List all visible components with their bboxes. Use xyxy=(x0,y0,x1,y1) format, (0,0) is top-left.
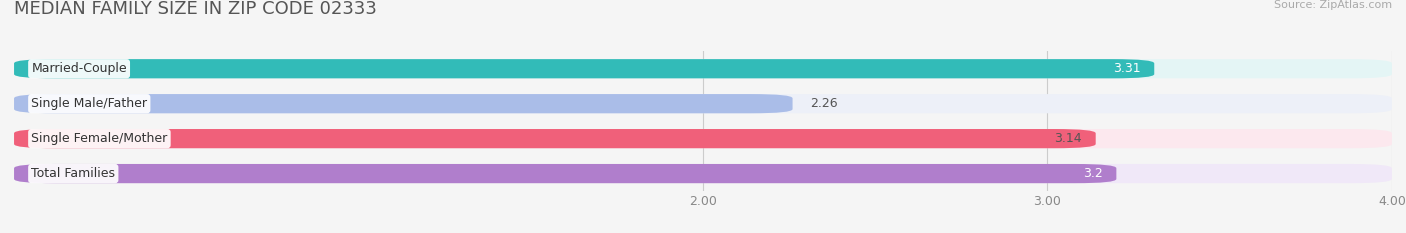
FancyBboxPatch shape xyxy=(14,164,1116,183)
Text: 3.14: 3.14 xyxy=(1054,132,1083,145)
Text: 3.2: 3.2 xyxy=(1083,167,1102,180)
Text: MEDIAN FAMILY SIZE IN ZIP CODE 02333: MEDIAN FAMILY SIZE IN ZIP CODE 02333 xyxy=(14,0,377,18)
FancyBboxPatch shape xyxy=(14,94,793,113)
Text: Married-Couple: Married-Couple xyxy=(31,62,127,75)
FancyBboxPatch shape xyxy=(14,129,1392,148)
Text: 2.26: 2.26 xyxy=(810,97,838,110)
Text: Total Families: Total Families xyxy=(31,167,115,180)
FancyBboxPatch shape xyxy=(14,164,1392,183)
FancyBboxPatch shape xyxy=(14,59,1154,78)
Text: Single Female/Mother: Single Female/Mother xyxy=(31,132,167,145)
Text: 3.31: 3.31 xyxy=(1114,62,1140,75)
FancyBboxPatch shape xyxy=(14,59,1392,78)
Text: Source: ZipAtlas.com: Source: ZipAtlas.com xyxy=(1274,0,1392,10)
FancyBboxPatch shape xyxy=(14,94,1392,113)
FancyBboxPatch shape xyxy=(14,129,1095,148)
Text: Single Male/Father: Single Male/Father xyxy=(31,97,148,110)
